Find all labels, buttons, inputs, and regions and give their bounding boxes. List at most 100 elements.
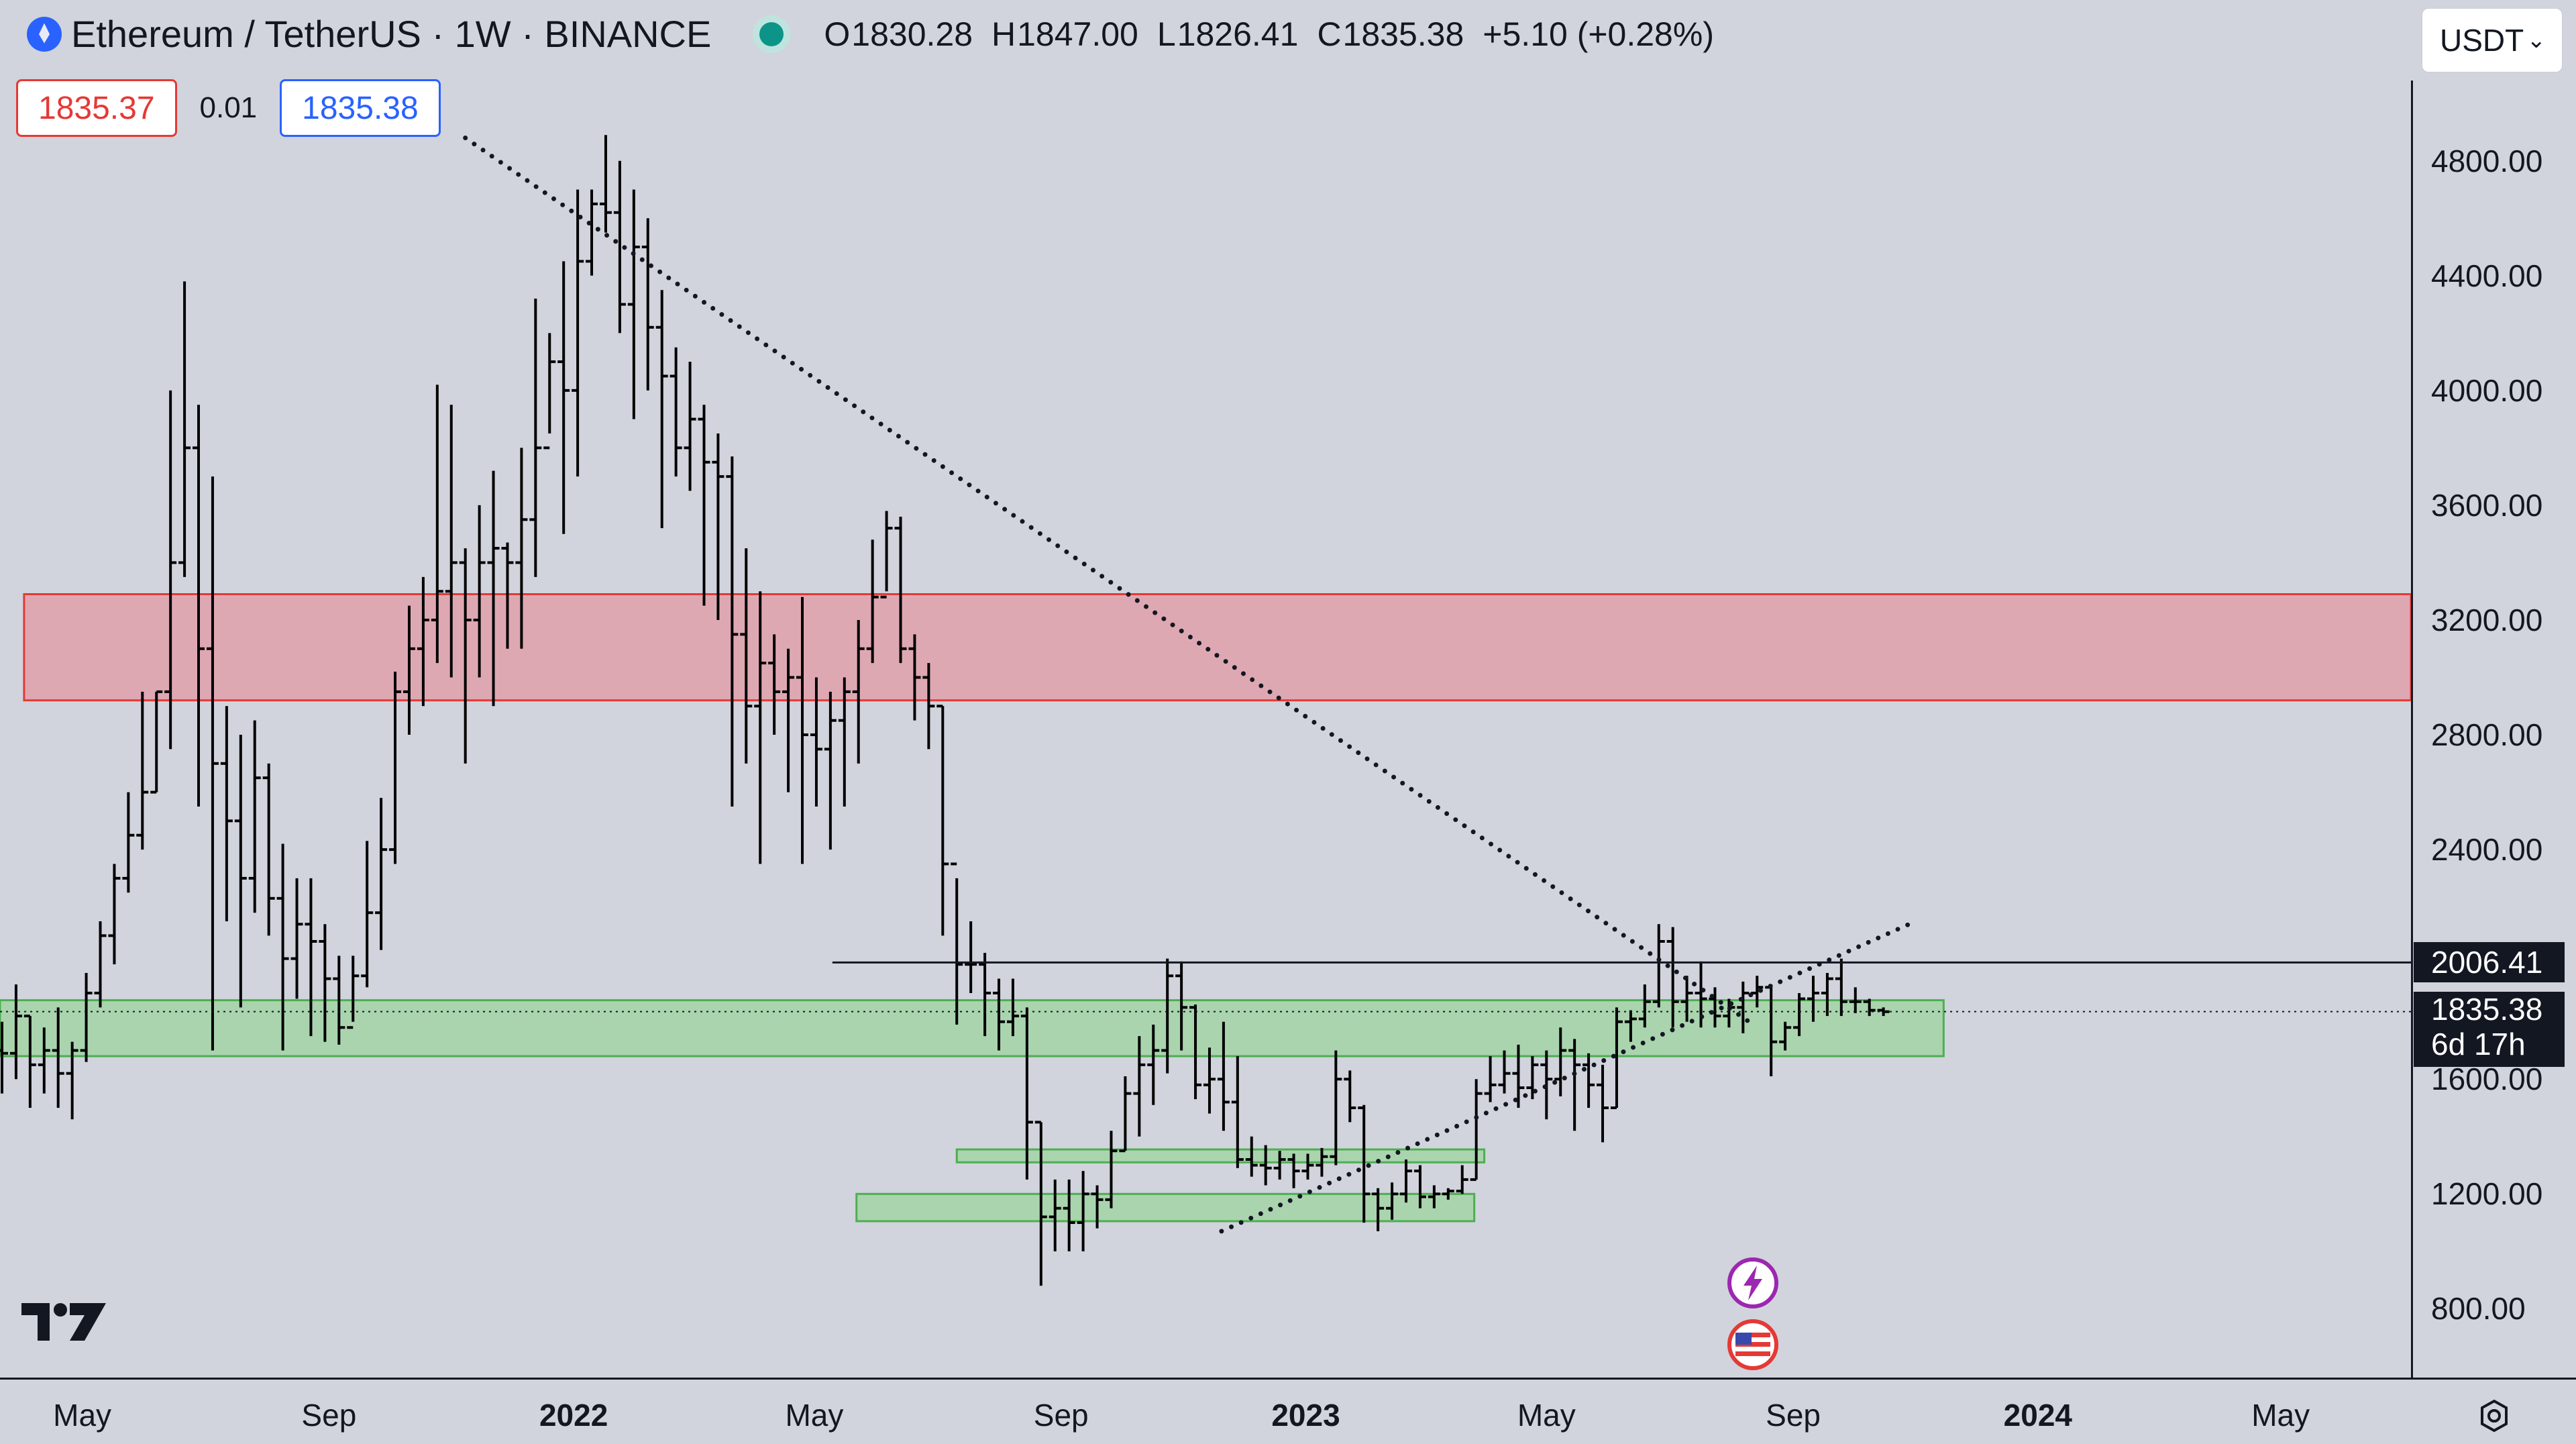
time-tick-label: May <box>1517 1398 1576 1433</box>
ohlc-bar <box>1358 1104 1371 1223</box>
ohlc-bar <box>572 189 584 477</box>
ohlc-bar <box>613 160 626 333</box>
time-tick-label: May <box>2251 1398 2310 1433</box>
price-tick-label: 800.00 <box>2431 1291 2526 1327</box>
ohlc-bar <box>1680 976 1693 1022</box>
ohlc-bar <box>402 605 415 735</box>
trade-panel: 1835.37 0.01 1835.38 <box>16 79 441 137</box>
ohlc-bar <box>52 1007 64 1108</box>
tradingview-logo-icon[interactable] <box>20 1302 107 1343</box>
ohlc-bar <box>698 405 710 606</box>
ohlc-bar <box>501 542 514 649</box>
ohlc-bar <box>38 1027 50 1094</box>
ohlc-bar <box>1835 958 1847 1017</box>
ohlc-change: +5.10 (+0.28%) <box>1483 15 1714 53</box>
ohlc-bar <box>824 691 837 850</box>
ohlc-bar <box>1161 958 1174 1074</box>
ohlc-bar <box>178 281 191 577</box>
currency-select[interactable]: USDT ⌄ <box>2422 8 2563 72</box>
ohlc-bar <box>1709 987 1721 1028</box>
ohlc-bar <box>1652 924 1665 1008</box>
support-zone-3 <box>855 1192 1476 1223</box>
price-tick-label: 4000.00 <box>2431 372 2543 408</box>
price-tick-label: 2400.00 <box>2431 832 2543 868</box>
ohlc-bar <box>1175 961 1188 1051</box>
ohlc-bar <box>1737 981 1750 1033</box>
ohlc-bar <box>1498 1050 1511 1094</box>
ohlc-bar <box>1077 1171 1089 1251</box>
ohlc-bar <box>431 384 443 664</box>
symbol-logo-icon <box>27 16 62 52</box>
ohlc-bar <box>1105 1131 1118 1208</box>
ohlc-bar <box>319 924 331 1042</box>
trendline-ascending <box>1219 919 1918 1234</box>
ohlc-low: 1826.41 <box>1177 15 1299 53</box>
ohlc-bar <box>1413 1165 1426 1208</box>
ohlc-bar <box>1442 1188 1454 1200</box>
trendline-descending <box>463 136 1752 1025</box>
settings-icon[interactable] <box>2475 1397 2513 1435</box>
ohlc-bar <box>979 953 991 1037</box>
ohlc-bar <box>248 720 261 913</box>
time-tick-label: Sep <box>301 1398 357 1433</box>
ohlc-bar <box>1119 1076 1132 1153</box>
time-tick-label: May <box>53 1398 112 1433</box>
ohlc-bar <box>1147 1024 1160 1105</box>
ohlc-bar <box>712 433 724 620</box>
ohlc-bar <box>1217 1021 1230 1131</box>
symbol-title[interactable]: Ethereum / TetherUS · 1W · BINANCE <box>71 13 712 55</box>
resistance-zone <box>23 593 2412 702</box>
ohlc-bar <box>66 1041 78 1120</box>
bar-countdown: 6d 17h <box>2431 1026 2526 1062</box>
ohlc-bar <box>951 862 963 1025</box>
ohlc-bar <box>0 1021 8 1094</box>
ohlc-bar <box>1540 1050 1553 1120</box>
ohlc-readout: O1830.28 H1847.00 L1826.41 C1835.38 +5.1… <box>824 15 1714 53</box>
ohlc-bar <box>1554 1027 1567 1096</box>
ohlc-bar <box>1610 1007 1623 1110</box>
price-tick-label: 2800.00 <box>2431 717 2543 753</box>
ohlc-bar <box>543 333 556 450</box>
ohlc-bar <box>1049 1179 1061 1251</box>
price-tick-label: 1600.00 <box>2431 1062 2543 1097</box>
price-tick-label: 3600.00 <box>2431 487 2543 523</box>
ohlc-bar <box>1807 976 1819 1022</box>
ohlc-bar <box>726 456 739 807</box>
time-tick-label: 2024 <box>2003 1398 2073 1433</box>
ohlc-bar <box>361 841 374 988</box>
ohlc-bar <box>193 405 205 807</box>
ohlc-bar <box>586 189 598 276</box>
ohlc-bar <box>768 634 781 735</box>
ohlc-bar <box>684 362 696 491</box>
us-flag-event-icon[interactable] <box>1726 1318 1780 1372</box>
ohlc-open: 1830.28 <box>851 15 973 53</box>
time-tick-label: 2022 <box>539 1398 608 1433</box>
ohlc-bar <box>894 517 907 664</box>
price-tick-label: 1200.00 <box>2431 1176 2543 1212</box>
ohlc-bar <box>9 984 22 1080</box>
buy-price-button[interactable]: 1835.38 <box>280 79 441 137</box>
ohlc-bar <box>1020 1007 1033 1180</box>
sell-price-button[interactable]: 1835.37 <box>16 79 177 137</box>
ohlc-bar <box>740 548 753 764</box>
lightning-event-icon[interactable] <box>1726 1256 1780 1310</box>
ohlc-bar <box>1034 1121 1047 1286</box>
ohlc-bar <box>866 539 879 664</box>
ohlc-bar <box>305 878 317 1037</box>
ohlc-bar <box>276 843 289 1051</box>
ohlc-bar <box>515 448 528 649</box>
ohlc-bar <box>936 705 949 936</box>
ohlc-bar <box>1821 973 1833 1017</box>
market-open-dot-icon <box>759 21 784 46</box>
ohlc-bar <box>417 576 429 707</box>
ohlc-bar <box>1301 1153 1314 1180</box>
ohlc-bar <box>1259 1145 1272 1186</box>
support-zone-2 <box>955 1148 1486 1164</box>
ohlc-bar <box>122 792 135 893</box>
ohlc-bar <box>1316 1147 1328 1177</box>
ohlc-bar <box>1344 1070 1356 1123</box>
ohlc-bar <box>1666 927 1679 1028</box>
ohlc-bar <box>796 597 809 864</box>
level-price-tag: 2006.41 <box>2414 942 2565 983</box>
